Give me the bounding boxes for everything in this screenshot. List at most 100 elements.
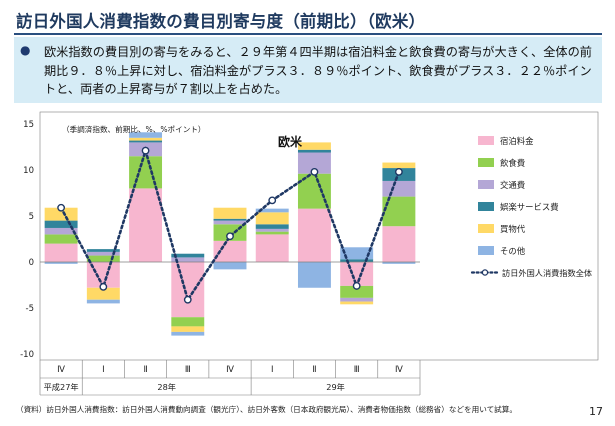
bar-segment — [340, 247, 374, 260]
x-year-label: 29年 — [326, 382, 345, 392]
total-point — [268, 196, 277, 205]
total-point — [352, 282, 361, 290]
total-point — [57, 203, 66, 212]
bar-segment — [86, 251, 120, 256]
total-point — [226, 232, 234, 241]
legend-label: 娯楽サービス費 — [500, 202, 559, 212]
contribution-chart: -10 -5 0 5 10 15 Ⅳ Ⅰ Ⅱ Ⅲ Ⅳ Ⅰ Ⅱ Ⅲ Ⅳ 平成27年 28年 29年 宿泊料金飲食費… — [20, 111, 599, 396]
bar-segment — [382, 226, 416, 262]
x-tick-label: Ⅱ — [312, 365, 316, 375]
total-point — [310, 167, 319, 176]
bar-segment — [297, 208, 331, 262]
bar-segment — [382, 196, 416, 227]
legend-label: 宿泊料金 — [500, 136, 534, 146]
legend-label: 交通費 — [500, 180, 525, 190]
bar-segment — [86, 287, 120, 300]
bar-segment — [297, 262, 331, 288]
bar-segment — [86, 249, 120, 252]
x-tick-label: Ⅲ — [185, 365, 191, 375]
bar-segment — [44, 207, 78, 221]
y-axis: -10 -5 0 5 10 15 — [20, 120, 34, 360]
bar-segment — [44, 220, 78, 228]
bar-segment — [255, 224, 289, 229]
bar-segment — [44, 262, 78, 264]
bar-segment — [340, 285, 374, 298]
x-tick-label: Ⅲ — [354, 365, 360, 375]
bar-segment — [213, 220, 247, 225]
total-point — [183, 295, 192, 304]
legend-swatch — [478, 136, 494, 145]
bar-segment — [213, 240, 247, 262]
bar-segment — [297, 152, 331, 174]
bar-segment — [255, 228, 289, 232]
bar-segment — [297, 142, 331, 150]
bar-segment — [129, 140, 163, 143]
bar-segment — [382, 180, 416, 197]
legend-label: 飲食費 — [500, 158, 525, 168]
bar-segment — [382, 162, 416, 169]
bar-segment — [44, 243, 78, 262]
x-year-label: 平成27年 — [44, 382, 79, 392]
page-title: 訪日外国人消費指数の費目別寄与度（前期比）（欧米） — [16, 12, 426, 31]
x-tick-label: Ⅰ — [271, 365, 274, 375]
total-point — [99, 282, 108, 291]
legend-swatch — [478, 246, 494, 255]
y-tick-label: -5 — [26, 304, 34, 314]
bar-segment — [255, 234, 289, 262]
chart-title: 欧米 — [278, 134, 303, 149]
title-underline — [14, 33, 602, 35]
bar-segment — [129, 188, 163, 262]
bar-segment — [86, 255, 120, 262]
bar-segment — [255, 231, 289, 235]
y-tick-label: -10 — [20, 350, 34, 360]
bar-segment — [171, 317, 205, 327]
bar-segment — [340, 297, 374, 302]
footnote: （資料）訪日外国人消費指数：訪日外国人消費動向調査（観光庁）、訪日外客数（日本政… — [16, 405, 517, 414]
x-tick-label: Ⅱ — [143, 365, 147, 375]
y-tick-label: 15 — [23, 120, 34, 130]
bar-segment — [86, 299, 120, 304]
bar-segment — [171, 262, 205, 318]
bar-segment — [129, 132, 163, 138]
bar-segment — [255, 208, 289, 213]
bar-segment — [171, 326, 205, 332]
legend-line-marker — [481, 269, 489, 276]
y-tick-label: 5 — [29, 212, 34, 222]
x-tick-label: Ⅳ — [226, 365, 234, 375]
x-tick-label: Ⅳ — [57, 365, 65, 375]
y-tick-label: 10 — [23, 166, 34, 176]
bar-segment — [44, 234, 78, 244]
bar-segment — [340, 262, 374, 286]
y-tick-label: 0 — [29, 258, 34, 268]
legend-swatch — [478, 224, 494, 233]
x-axis: Ⅳ Ⅰ Ⅱ Ⅲ Ⅳ Ⅰ Ⅱ Ⅲ Ⅳ 平成27年 28年 29年 — [39, 360, 421, 396]
legend-swatch — [478, 180, 494, 189]
total-point — [141, 146, 150, 155]
bar-segment — [340, 301, 374, 305]
bar-segment — [213, 262, 247, 270]
chart-annotation: （季調済指数、前期比、%、%ポイント） — [62, 124, 206, 134]
bar-series — [44, 132, 416, 336]
legend-label: 買物代 — [500, 224, 526, 234]
bar-segment — [340, 259, 374, 262]
bar-segment — [171, 253, 205, 258]
bar-segment — [129, 137, 163, 141]
bar-segment — [213, 218, 247, 221]
x-tick-label: Ⅳ — [395, 365, 403, 375]
page-number: 17 — [589, 405, 603, 418]
legend-swatch — [478, 158, 494, 167]
bar-segment — [44, 227, 78, 235]
legend-label: その他 — [500, 246, 526, 256]
summary-text: 欧米指数の費目別の寄与をみると、２９年第４四半期は宿泊料金と飲食費の寄与が大きく… — [44, 45, 592, 96]
bullet-icon: ● — [20, 43, 31, 57]
bar-segment — [382, 262, 416, 264]
bar-segment — [171, 257, 205, 262]
bar-segment — [171, 331, 205, 336]
bar-segment — [297, 149, 331, 153]
legend-label: 訪日外国人消費指数全体 — [502, 268, 592, 278]
legend-swatch — [478, 202, 494, 211]
total-line — [57, 146, 403, 304]
x-year-label: 28年 — [157, 382, 176, 392]
bar-segment — [129, 156, 163, 189]
